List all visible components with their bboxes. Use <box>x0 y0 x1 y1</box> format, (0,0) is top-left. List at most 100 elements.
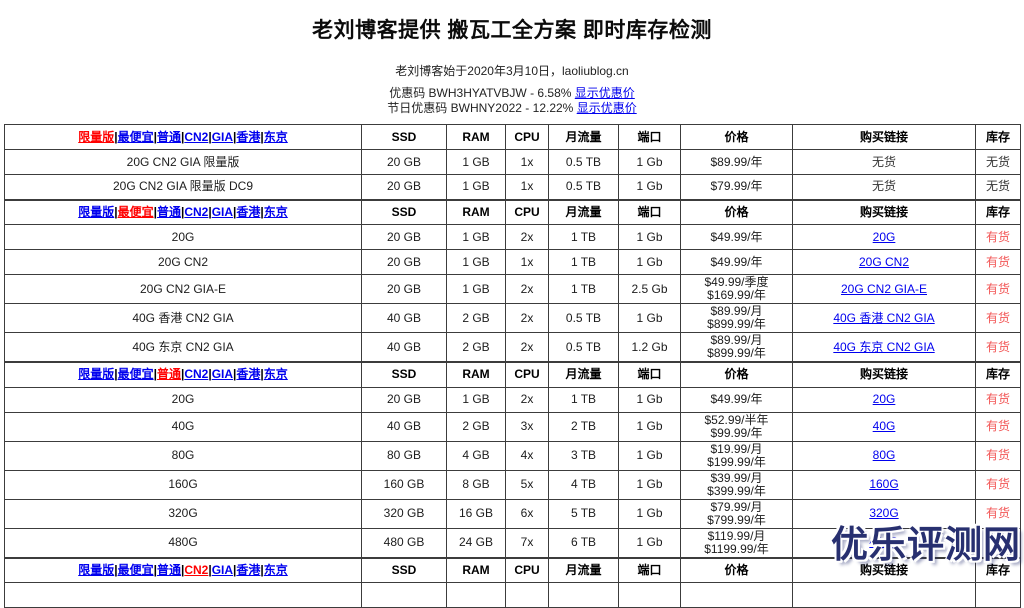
nav-link-1[interactable]: 限量版 <box>78 129 115 144</box>
plan-row: 20G 20 GB 1 GB 2x 1 TB 1 Gb $49.99/年 20G 有货 <box>4 224 1021 250</box>
buy-link[interactable]: 160G <box>869 477 899 491</box>
ssd-cell: 80 GB <box>361 440 447 471</box>
buy-link[interactable]: 20G CN2 GIA-E <box>840 281 928 296</box>
nav-link-6[interactable]: 香港 <box>236 129 261 144</box>
buy-link[interactable]: 480G <box>869 535 899 549</box>
nav-link-3[interactable]: 普通 <box>156 367 181 382</box>
nav-link-4[interactable]: CN2 <box>184 129 209 144</box>
stock-cell: 有货 <box>975 332 1021 363</box>
plan-row: 80G 80 GB 4 GB 4x 3 TB 1 Gb $19.99/月 $199.99/年 8… <box>4 440 1021 471</box>
ram-cell: 24 GB <box>446 527 506 558</box>
coupon-code-text: 优惠码 BWH3HYATVBJW - 6.58% <box>389 86 575 100</box>
ram-cell: 2 GB <box>446 411 506 442</box>
coupon-code-text: 节日优惠码 BWHNY2022 - 12.22% <box>387 101 577 115</box>
nav-link-2[interactable]: 最便宜 <box>117 562 154 577</box>
coupon-block: 优惠码 BWH3HYATVBJW - 6.58% 显示优惠价 节日优惠码 BWH… <box>0 86 1024 116</box>
nav-link-2[interactable]: 最便宜 <box>117 129 154 144</box>
ssd-cell: 320 GB <box>361 498 447 529</box>
nav-link-7[interactable]: 东京 <box>263 562 288 577</box>
nav-link-5[interactable]: GIA <box>211 562 234 577</box>
column-header: SSD <box>361 556 447 583</box>
port-cell: 1.2 Gb <box>618 332 681 363</box>
ssd-cell: 160 GB <box>361 469 447 500</box>
buy-link[interactable]: 320G <box>869 506 899 520</box>
buy-link[interactable]: 40G <box>872 419 896 433</box>
price-line: $79.99/年 <box>710 179 763 194</box>
buy-link-cell: 20G CN2 <box>792 249 976 275</box>
port-cell: 1 Gb <box>618 527 681 558</box>
nav-link-2[interactable]: 最便宜 <box>117 367 154 382</box>
price-line: $399.99/年 <box>707 483 766 498</box>
cpu-cell: 1x <box>505 174 549 200</box>
traffic-cell: 4 TB <box>548 469 619 500</box>
nav-link-3[interactable]: 普通 <box>156 129 181 144</box>
nav-link-3[interactable]: 普通 <box>156 204 181 219</box>
cpu-cell: 2x <box>505 274 549 304</box>
nav-separator: | <box>153 367 157 382</box>
nav-separator: | <box>233 204 237 219</box>
nav-link-4[interactable]: CN2 <box>184 204 209 219</box>
column-header: 月流量 <box>548 198 619 225</box>
plan-row: 20G CN2 GIA 限量版 20 GB 1 GB 1x 0.5 TB 1 Gb $89.… <box>4 149 1021 175</box>
nav-link-1[interactable]: 限量版 <box>78 204 115 219</box>
stock-status: 有货 <box>985 392 1010 406</box>
column-header: 月流量 <box>548 361 619 388</box>
traffic-cell: 6 TB <box>548 527 619 558</box>
column-header: 购买链接 <box>792 124 976 150</box>
buy-link[interactable]: 20G <box>872 229 896 244</box>
show-discount-link[interactable]: 显示优惠价 <box>576 101 637 115</box>
nav-link-5[interactable]: GIA <box>211 367 234 382</box>
plan-name-cell: 160G <box>4 469 362 500</box>
ram-cell: 1 GB <box>446 249 506 275</box>
plan-row: 20G 20 GB 1 GB 2x 1 TB 1 Gb $49.99/年 20G 有货 <box>4 386 1021 413</box>
show-discount-link[interactable]: 显示优惠价 <box>574 86 635 100</box>
nav-link-7[interactable]: 东京 <box>263 129 288 144</box>
data-cell <box>548 582 619 608</box>
plan-nav-cell: 限量版|最便宜|普通|CN2|GIA|香港|东京 <box>4 198 362 225</box>
plan-name-cell: 20G CN2 GIA 限量版 DC9 <box>4 174 362 200</box>
nav-link-2[interactable]: 最便宜 <box>117 204 154 219</box>
nav-link-1[interactable]: 限量版 <box>78 562 115 577</box>
ram-cell: 2 GB <box>446 303 506 333</box>
traffic-cell: 1 TB <box>548 249 619 275</box>
nav-link-4[interactable]: CN2 <box>184 562 209 577</box>
plans-table: 限量版|最便宜|普通|CN2|GIA|香港|东京 SSD RAM CPU 月流量 端口 价格… <box>4 124 1021 608</box>
cpu-cell: 7x <box>505 527 549 558</box>
column-header: SSD <box>361 124 447 150</box>
nav-link-6[interactable]: 香港 <box>236 562 261 577</box>
nav-link-3[interactable]: 普通 <box>156 562 181 577</box>
column-header: RAM <box>446 198 506 225</box>
stock-status: 有货 <box>985 254 1010 269</box>
column-header: 价格 <box>680 556 793 583</box>
nav-link-7[interactable]: 东京 <box>263 367 288 382</box>
price-cell: $89.99/年 <box>680 149 793 175</box>
nav-link-1[interactable]: 限量版 <box>78 367 115 382</box>
buy-link[interactable]: 40G 香港 CN2 GIA <box>833 310 935 325</box>
nav-link-5[interactable]: GIA <box>211 204 234 219</box>
nav-link-6[interactable]: 香港 <box>236 204 261 219</box>
data-cell <box>446 582 506 608</box>
price-line: $79.99/月 <box>710 499 763 514</box>
nav-separator: | <box>153 204 157 219</box>
buy-link-cell: 40G 东京 CN2 GIA <box>792 332 976 363</box>
ram-cell: 2 GB <box>446 332 506 363</box>
buy-unavailable-text: 无货 <box>871 154 896 169</box>
price-line: $49.99/年 <box>710 254 763 269</box>
buy-link-cell: 160G <box>792 469 976 500</box>
price-line: $1199.99/年 <box>704 541 769 556</box>
traffic-cell: 5 TB <box>548 498 619 529</box>
plan-name-cell: 20G CN2 GIA-E <box>4 274 362 304</box>
nav-link-5[interactable]: GIA <box>211 129 234 144</box>
stock-status: 无货 <box>985 179 1010 194</box>
cpu-cell: 2x <box>505 332 549 363</box>
nav-link-6[interactable]: 香港 <box>236 367 261 382</box>
buy-link[interactable]: 20G CN2 <box>858 254 910 269</box>
buy-link[interactable]: 40G 东京 CN2 GIA <box>833 339 935 354</box>
nav-link-7[interactable]: 东京 <box>263 204 288 219</box>
traffic-cell: 3 TB <box>548 440 619 471</box>
nav-link-4[interactable]: CN2 <box>184 367 209 382</box>
cpu-cell: 2x <box>505 224 549 250</box>
buy-link[interactable]: 80G <box>872 448 896 462</box>
buy-link[interactable]: 20G <box>872 392 896 406</box>
plan-row: 20G CN2 20 GB 1 GB 1x 1 TB 1 Gb $49.99/年 20G CN… <box>4 249 1021 275</box>
